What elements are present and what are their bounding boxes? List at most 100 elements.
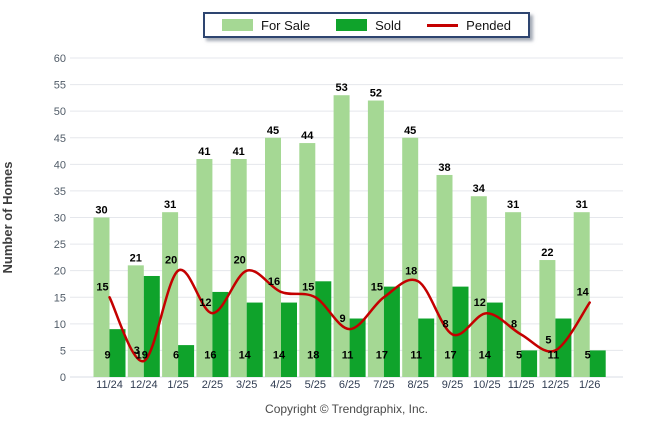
sold-value-label: 6 (173, 350, 179, 362)
sold-value-label: 14 (479, 350, 492, 362)
for-sale-value-label: 21 (130, 252, 142, 264)
pended-value-label: 8 (511, 318, 517, 330)
sold-bar (315, 281, 332, 377)
sold-value-label: 16 (204, 350, 216, 362)
y-axis-tick-label: 50 (54, 106, 66, 118)
for-sale-value-label: 30 (95, 205, 107, 217)
for-sale-value-label: 34 (473, 183, 486, 195)
x-axis-tick-label: 4/25 (270, 379, 291, 391)
for-sale-value-label: 31 (576, 199, 588, 211)
for-sale-bar (367, 100, 384, 378)
for-sale-value-label: 31 (507, 199, 519, 211)
sold-value-label: 19 (136, 350, 148, 362)
for-sale-value-label: 52 (370, 88, 382, 100)
x-axis-tick-label: 11/24 (96, 379, 123, 391)
for-sale-bar (333, 95, 350, 377)
y-axis-tick-label: 45 (54, 133, 66, 145)
x-axis-tick-label: 6/25 (339, 379, 360, 391)
x-axis-tick-label: 12/24 (130, 379, 158, 391)
y-axis-tick-label: 15 (54, 292, 66, 304)
legend-item-pended: Pended (427, 18, 511, 33)
sold-bar (486, 302, 503, 377)
sold-bar (178, 345, 195, 377)
sold-value-label: 17 (444, 350, 456, 362)
for-sale-bar (402, 137, 419, 377)
pended-value-label: 15 (302, 281, 314, 293)
for-sale-value-label: 41 (233, 146, 245, 158)
legend-label-for-sale: For Sale (261, 17, 311, 33)
legend-item-for-sale: For Sale (222, 18, 310, 33)
sold-bar (109, 329, 126, 377)
for-sale-value-label: 45 (404, 125, 416, 137)
sold-bar (143, 275, 160, 377)
pended-value-label: 20 (234, 255, 246, 267)
for-sale-bar (573, 212, 590, 377)
for-sale-bar (230, 159, 247, 377)
x-axis-tick-label: 5/25 (305, 379, 326, 391)
chart-legend: For Sale Sold Pended (203, 12, 530, 38)
for-sale-bar (505, 212, 522, 377)
sold-value-label: 18 (307, 350, 319, 362)
x-axis-tick-label: 12/25 (542, 379, 570, 391)
x-axis-tick-label: 2/25 (202, 379, 223, 391)
pended-line-icon (427, 23, 459, 27)
sold-bar (246, 302, 263, 377)
pended-value-label: 12 (474, 297, 486, 309)
y-axis-tick-label: 30 (54, 213, 66, 225)
sold-bar (452, 286, 469, 377)
sold-bar (349, 318, 366, 377)
x-axis-tick-label: 11/25 (508, 379, 535, 391)
sold-value-label: 11 (410, 350, 422, 362)
x-axis-tick-label: 9/25 (442, 379, 463, 391)
pended-value-label: 12 (199, 297, 211, 309)
pended-value-label: 20 (165, 255, 177, 267)
for-sale-value-label: 31 (164, 199, 176, 211)
sold-value-label: 11 (548, 350, 560, 362)
for-sale-bar (539, 260, 556, 377)
sold-value-label: 11 (342, 350, 354, 362)
y-axis-title: Number of Homes (0, 162, 15, 274)
for-sale-value-label: 38 (438, 162, 450, 174)
copyright-text: Copyright © Trendgraphix, Inc. (265, 402, 428, 416)
sold-value-label: 5 (516, 350, 522, 362)
sold-value-label: 5 (585, 350, 591, 362)
x-axis-tick-label: 1/25 (167, 379, 188, 391)
sold-bar (212, 291, 229, 377)
pended-value-label: 3 (134, 345, 140, 357)
pended-value-label: 16 (268, 276, 280, 288)
x-axis-tick-label: 1/26 (579, 379, 600, 391)
y-axis-tick-label: 35 (54, 186, 66, 198)
for-sale-bar (93, 217, 110, 377)
y-axis-tick-label: 25 (54, 239, 66, 251)
sold-value-label: 14 (273, 350, 286, 362)
pended-value-label: 14 (577, 287, 590, 299)
sold-bar (383, 286, 400, 377)
for-sale-value-label: 53 (335, 82, 347, 94)
y-axis-tick-label: 55 (54, 80, 66, 92)
for-sale-value-label: 45 (267, 125, 279, 137)
pended-value-label: 5 (545, 334, 551, 346)
pended-value-label: 15 (371, 281, 383, 293)
sold-bar (589, 350, 606, 377)
legend-label-pended: Pended (466, 17, 511, 33)
sold-value-label: 9 (104, 350, 110, 362)
for-sale-bar (196, 159, 213, 377)
legend-item-sold: Sold (336, 18, 401, 33)
sold-value-label: 17 (376, 350, 388, 362)
for-sale-bar (265, 137, 281, 377)
y-axis-tick-label: 60 (54, 53, 66, 65)
for-sale-swatch-icon (222, 19, 253, 31)
y-axis-tick-label: 0 (60, 372, 66, 384)
sold-value-label: 14 (239, 350, 252, 362)
sold-bar (281, 302, 297, 377)
for-sale-value-label: 41 (198, 146, 210, 158)
for-sale-value-label: 22 (541, 247, 553, 259)
y-axis-tick-label: 20 (54, 266, 66, 278)
for-sale-bar (299, 143, 316, 377)
sold-bar (555, 318, 572, 377)
legend-label-sold: Sold (375, 17, 402, 33)
sold-bar (521, 350, 538, 377)
sold-bar (418, 318, 435, 377)
for-sale-bar (162, 212, 179, 377)
y-axis-tick-label: 5 (60, 345, 66, 357)
